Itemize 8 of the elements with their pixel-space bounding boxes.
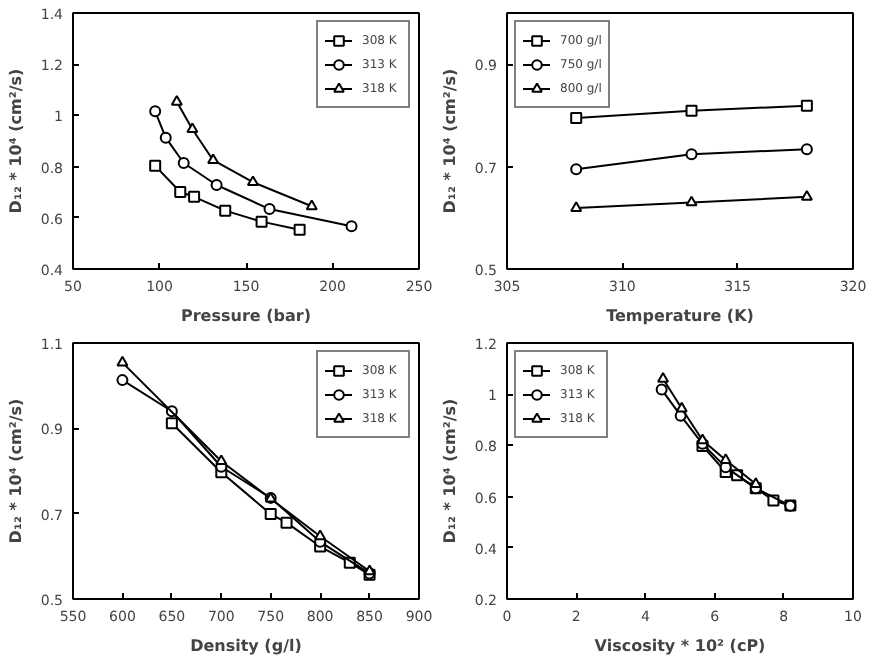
- x-axis-title: Density (g/l): [190, 637, 302, 655]
- x-axis-title: Viscosity * 10² (cP): [594, 637, 766, 655]
- x-axis-title: Pressure (bar): [181, 307, 312, 325]
- y-axis-title: D₁₂ * 10⁴ (cm²/s): [440, 398, 459, 544]
- x-axis-title: Temperature (K): [606, 307, 754, 325]
- y-axis-title: D₁₂ * 10⁴ (cm²/s): [6, 398, 25, 544]
- y-axis-title: D₁₂ * 10⁴ (cm²/s): [6, 68, 25, 214]
- y-axis-title: D₁₂ * 10⁴ (cm²/s): [440, 68, 459, 214]
